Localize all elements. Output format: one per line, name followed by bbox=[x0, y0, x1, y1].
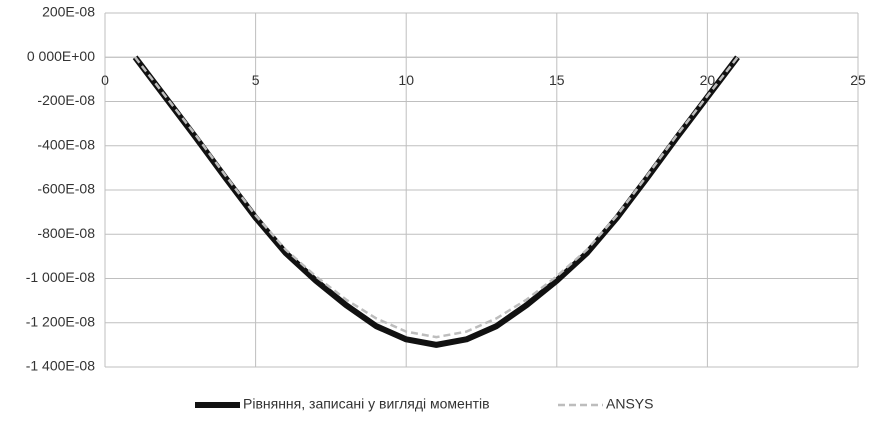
series-line bbox=[134, 56, 739, 339]
series-line bbox=[132, 55, 740, 348]
legend-label: Рівняння, записані у вигляді моментів bbox=[243, 396, 490, 412]
x-tick-label: 25 bbox=[850, 72, 866, 88]
y-tick-label: -800E-08 bbox=[37, 225, 95, 241]
y-tick-label: -1 200E-08 bbox=[26, 313, 95, 329]
x-tick-label: 5 bbox=[252, 72, 260, 88]
y-tick-label: 200E-08 bbox=[42, 4, 95, 20]
legend-label: ANSYS bbox=[606, 396, 653, 412]
y-tick-label: -400E-08 bbox=[37, 136, 95, 152]
x-tick-label: 15 bbox=[549, 72, 565, 88]
y-tick-label: -200E-08 bbox=[37, 92, 95, 108]
y-tick-label: -1 400E-08 bbox=[26, 358, 95, 374]
x-tick-label: 10 bbox=[398, 72, 414, 88]
x-tick-label: 0 bbox=[101, 72, 109, 88]
y-tick-label: -1 000E-08 bbox=[26, 269, 95, 285]
x-tick-label: 20 bbox=[700, 72, 716, 88]
y-tick-label: -600E-08 bbox=[37, 181, 95, 197]
y-tick-label: 0 000E+00 bbox=[27, 48, 95, 64]
